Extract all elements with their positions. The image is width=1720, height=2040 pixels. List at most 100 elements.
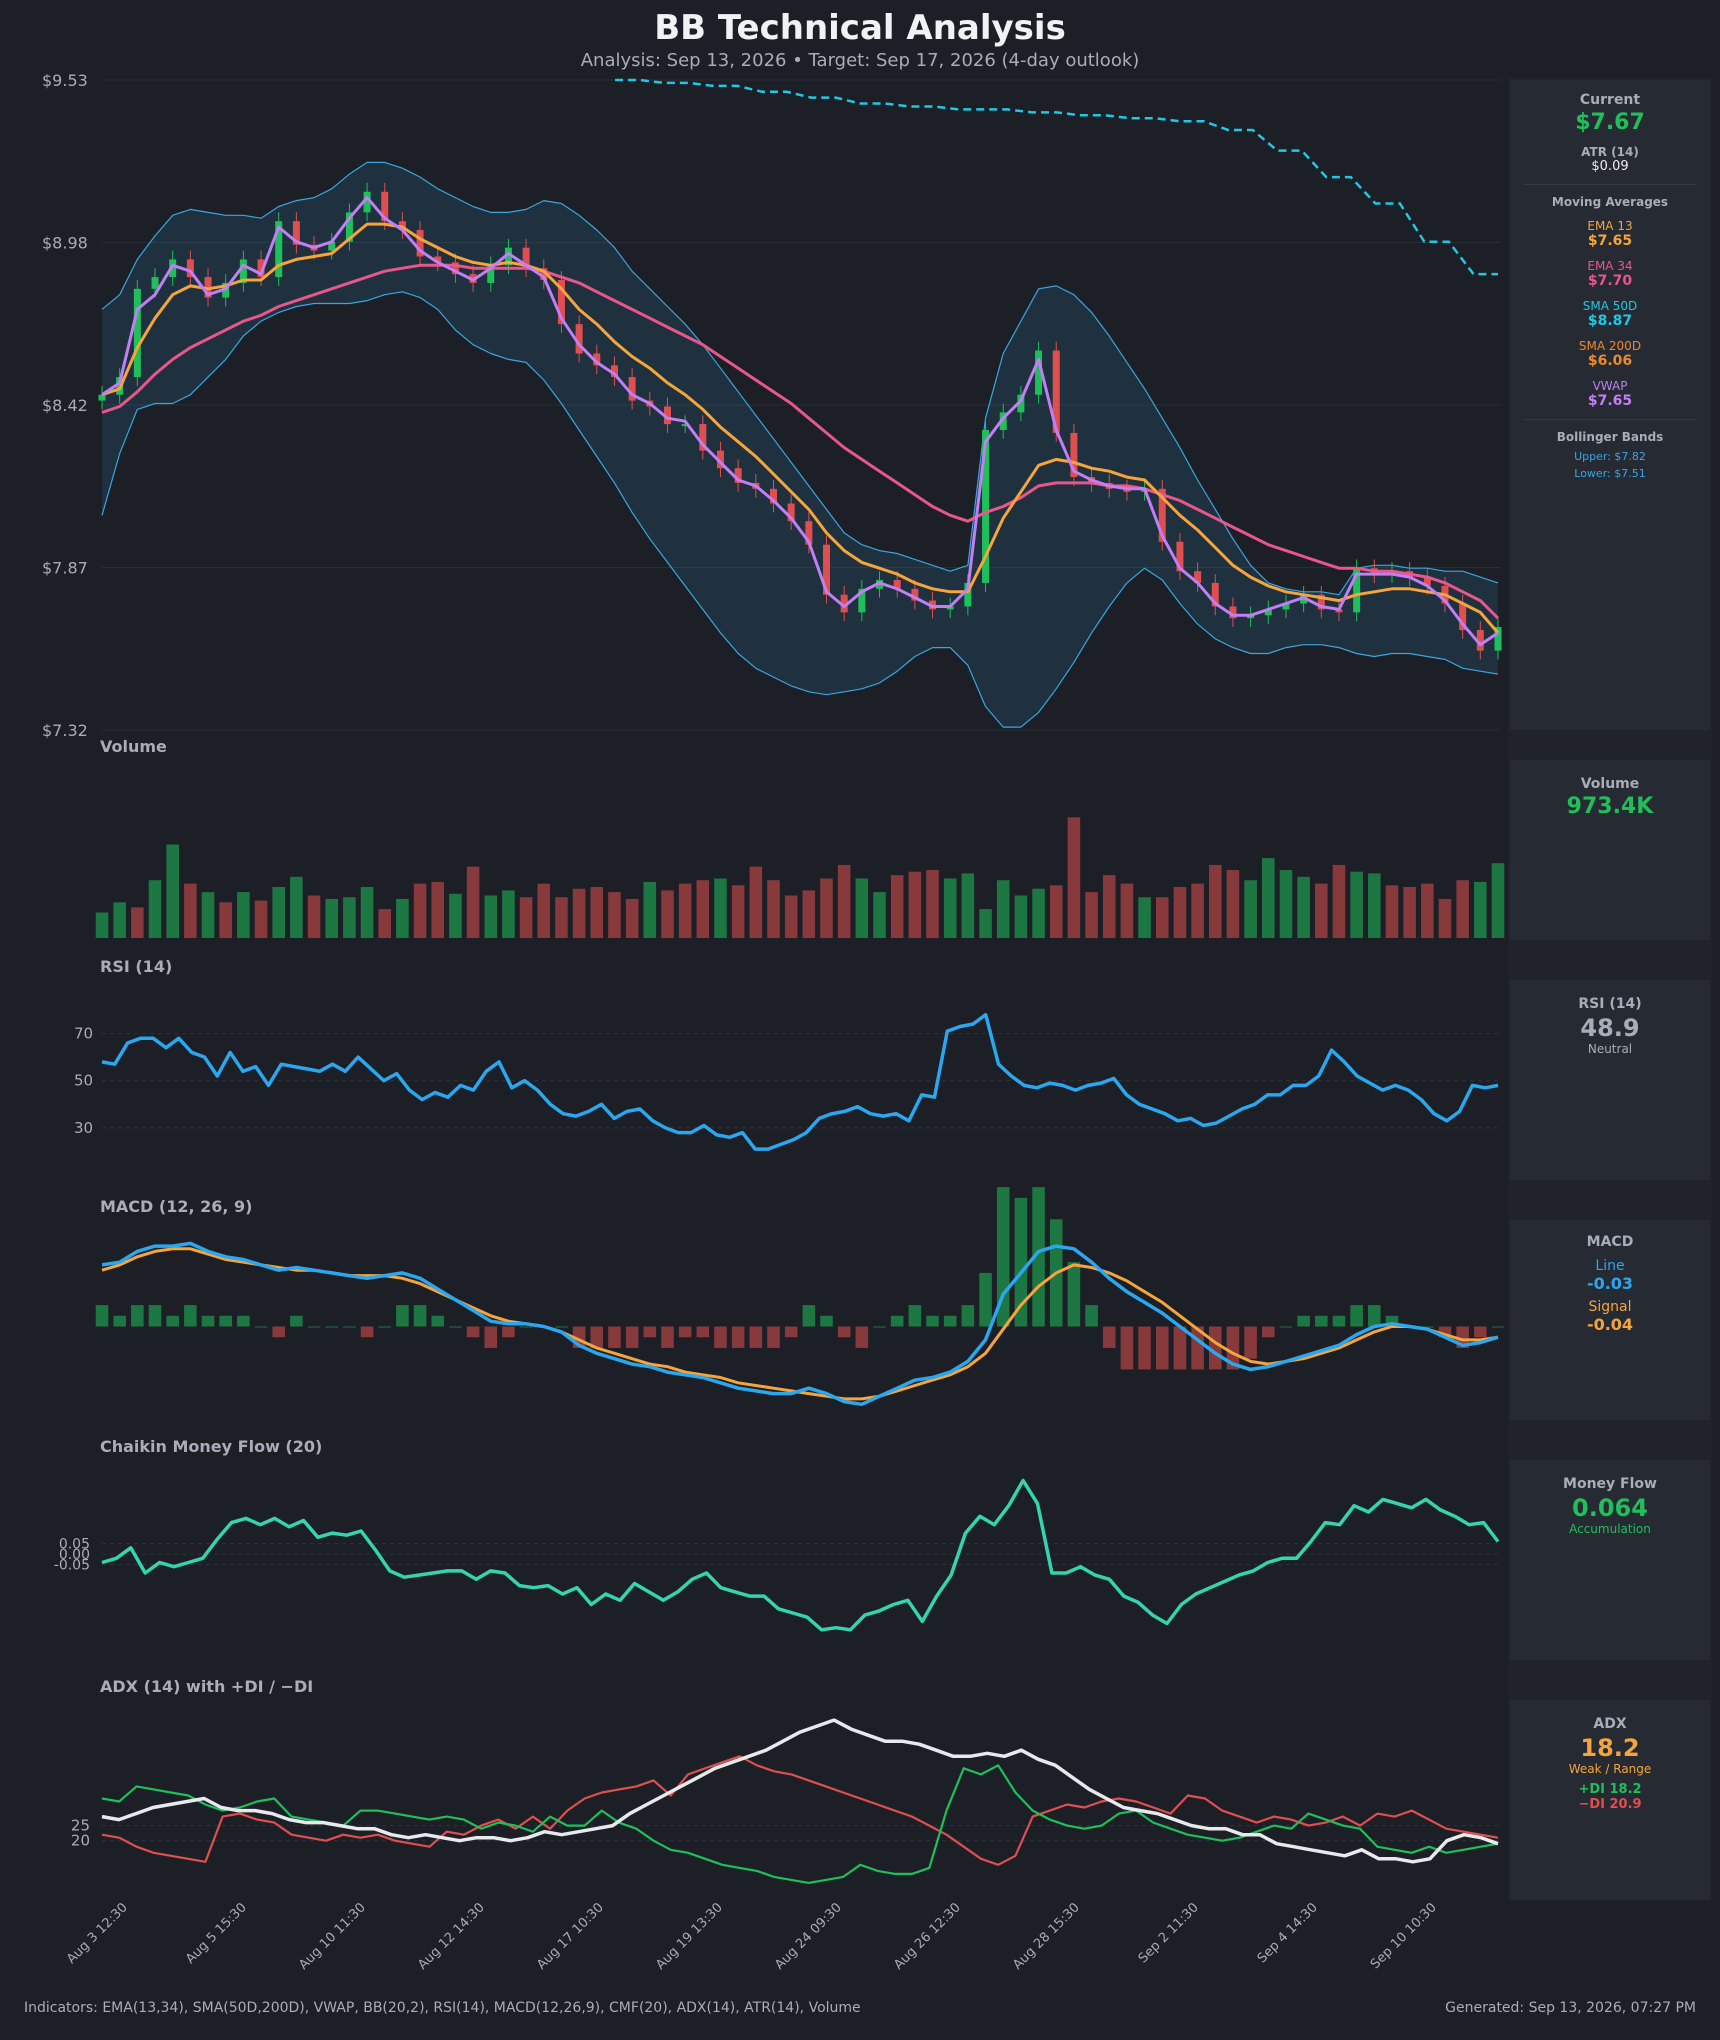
candle-body [769, 488, 777, 504]
macd-histogram-bar [325, 1326, 339, 1328]
volume-bar [1350, 871, 1363, 938]
x-axis-tick-label: Aug 19 13:30 [653, 1900, 726, 1973]
macd-histogram-bar [1279, 1326, 1293, 1328]
candle-body [487, 265, 495, 283]
macd-histogram-bar [272, 1326, 285, 1338]
volume-bar [678, 883, 692, 938]
candle-body [1317, 594, 1325, 610]
candle-body [982, 430, 990, 583]
vwap-line [101, 196, 1499, 647]
volume-bar [643, 881, 657, 938]
macd-histogram-bar [590, 1326, 604, 1348]
volume-bar [1261, 858, 1275, 938]
volume-bar [378, 909, 392, 938]
macd-histogram-bar [873, 1326, 886, 1328]
macd-histogram-bar [148, 1305, 162, 1327]
card-divider [1524, 419, 1696, 420]
volume-bar [1438, 898, 1452, 938]
volume-bar [696, 880, 710, 938]
macd-histogram-bar [802, 1305, 816, 1327]
candle-body [1211, 582, 1219, 607]
volume-bar [1474, 881, 1487, 938]
macd-histogram-bar [784, 1326, 798, 1338]
volume-bar [1421, 883, 1434, 938]
card-divider [1524, 184, 1696, 185]
volume-bar [502, 890, 515, 938]
macd-card: MACD Line -0.03 Signal -0.04 [1510, 1220, 1710, 1420]
volume-bar [537, 883, 551, 938]
macd-histogram-bar [661, 1326, 674, 1348]
macd-histogram-bar [343, 1326, 356, 1328]
macd-histogram-bar [166, 1315, 179, 1327]
candle-body [593, 353, 601, 366]
candle-body [663, 406, 671, 425]
volume-bar [714, 878, 727, 938]
macd-histogram-bar [979, 1272, 992, 1327]
x-axis-tick-label: Sep 10 10:30 [1368, 1900, 1440, 1972]
volume-bar [466, 866, 480, 938]
candle-body [999, 412, 1007, 430]
candle-body [1194, 571, 1202, 583]
volume-bar [1368, 873, 1381, 938]
candle-body [1176, 541, 1184, 572]
sma200-item: SMA 200D $6.06 [1510, 339, 1710, 369]
macd-histogram-bar [1385, 1315, 1399, 1327]
macd-histogram-bar [943, 1315, 957, 1327]
macd-histogram-bar [95, 1305, 109, 1327]
volume-bar [360, 887, 374, 938]
macd-histogram-bar [1244, 1326, 1257, 1359]
volume-bar [219, 902, 232, 938]
volume-bar [396, 898, 409, 938]
bollinger-title: Bollinger Bands [1556, 430, 1664, 444]
macd-histogram-bar [1474, 1326, 1487, 1338]
candle-body [186, 259, 194, 278]
macd-histogram-bar [237, 1315, 250, 1327]
adx-value: 18.2 [1580, 1734, 1640, 1762]
cmf-panel-title: Chaikin Money Flow (20) [100, 1437, 322, 1456]
volume-bar [802, 890, 816, 938]
price-y-tick-label: $7.32 [42, 721, 88, 740]
volume-bar [272, 887, 285, 938]
candle-body [540, 268, 548, 280]
macd-histogram-bar [1085, 1305, 1098, 1327]
macd-histogram-bar [1173, 1326, 1187, 1370]
volume-bar [148, 880, 162, 938]
sma200-value: $6.06 [1587, 353, 1633, 369]
volume-bar [855, 878, 869, 938]
volume-bar [608, 892, 621, 938]
macd-line-label: Line [1595, 1258, 1625, 1274]
atr-value: $0.09 [1591, 159, 1629, 174]
volume-bar [1102, 875, 1116, 938]
volume-bar [1385, 885, 1399, 938]
volume-bar [1014, 895, 1028, 938]
candle-body [522, 247, 530, 269]
macd-histogram-bar [1350, 1305, 1363, 1327]
x-axis-tick-label: Aug 10 11:30 [296, 1900, 369, 1973]
candle-body [381, 191, 389, 222]
sma50-value: $8.87 [1587, 313, 1633, 329]
volume-bar [767, 880, 780, 938]
candle-body [823, 544, 831, 595]
volume-bar [1315, 883, 1328, 938]
ema13-item: EMA 13 $7.65 [1510, 219, 1710, 249]
bollinger-lower: Lower: $7.51 [1574, 467, 1646, 480]
macd-histogram-bar [1332, 1315, 1346, 1327]
candle-body [610, 365, 618, 378]
macd-histogram-bar [855, 1326, 869, 1348]
macd-histogram-bar [1261, 1326, 1275, 1338]
macd-histogram-bar [1102, 1326, 1116, 1348]
volume-bar [1120, 883, 1134, 938]
macd-signal-value: -0.04 [1586, 1315, 1634, 1334]
sma50-label: SMA 50D [1582, 299, 1638, 313]
x-axis-tick-label: Aug 17 10:30 [534, 1900, 607, 1973]
x-axis-tick-label: Aug 28 15:30 [1010, 1900, 1083, 1973]
candle-body [328, 241, 336, 251]
minus-di-value: −DI 20.9 [1578, 1797, 1642, 1812]
volume-bar [784, 895, 798, 938]
macd-histogram-bar [1014, 1197, 1028, 1327]
volume-bar [873, 892, 886, 938]
indicators-footnote: Indicators: EMA(13,34), SMA(50D,200D), V… [24, 2000, 861, 2016]
candle-body [1264, 609, 1272, 616]
volume-bar [1049, 885, 1063, 938]
macd-histogram-bar [113, 1315, 126, 1327]
